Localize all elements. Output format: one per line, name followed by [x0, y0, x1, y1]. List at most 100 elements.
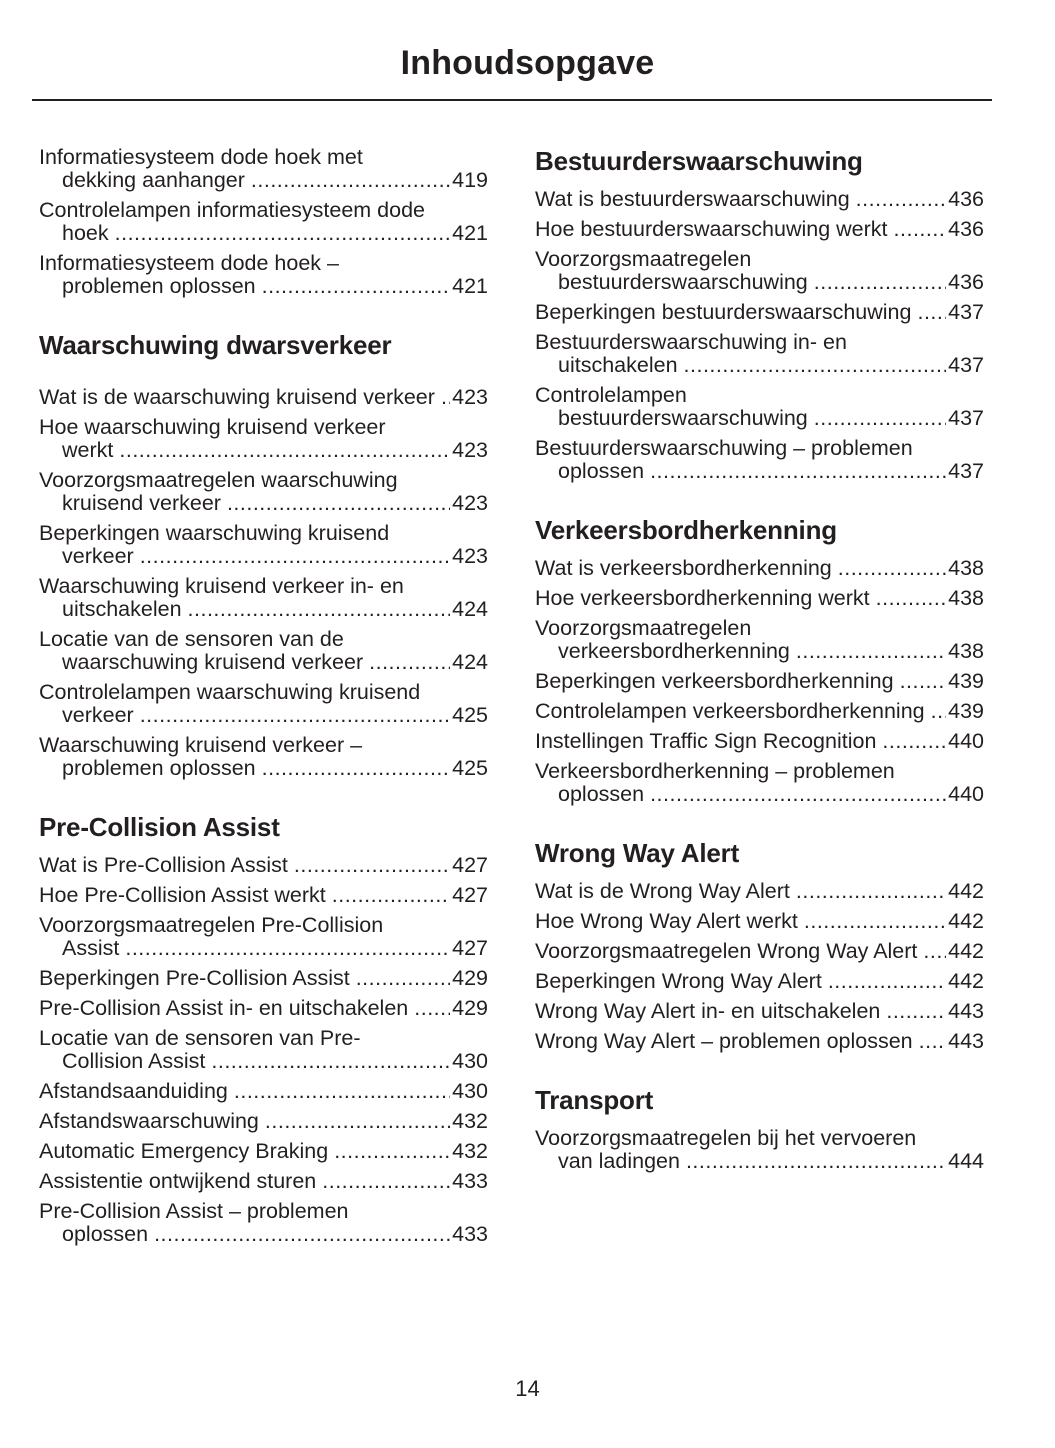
toc-entry[interactable]: Beperkingen bestuurderswaarschuwing 437 — [535, 301, 984, 324]
toc-entry[interactable]: Locatie van de sensoren van de waarschuw… — [39, 628, 488, 674]
toc-entry[interactable]: Beperkingen Wrong Way Alert 442 — [535, 970, 984, 993]
toc-entry-title: Bestuurderswaarschuwing in- en uitschake… — [535, 331, 847, 377]
toc-entry-page: 443 — [946, 1030, 984, 1053]
toc-entry-title: Wat is de Wrong Way Alert — [535, 880, 790, 903]
toc-entry-title: Voorzorgsmaatregelen Pre-Collision Assis… — [39, 914, 383, 960]
toc-entry[interactable]: Wat is verkeersbordherkenning 438 — [535, 557, 984, 580]
toc-entry[interactable]: Wat is Pre-Collision Assist 427 — [39, 854, 488, 877]
toc-entry-title: Hoe Pre-Collision Assist werkt — [39, 884, 326, 907]
toc-entry[interactable]: Voorzorgsmaatregelen verkeersbordherkenn… — [535, 617, 984, 663]
toc-entry-page: 437 — [946, 353, 984, 377]
toc-entry[interactable]: Waarschuwing kruisend verkeer – probleme… — [39, 734, 488, 780]
toc-entry[interactable]: Hoe Pre-Collision Assist werkt 427 — [39, 884, 488, 907]
toc-entry-title: Wat is verkeersbordherkenning — [535, 557, 832, 580]
toc-entry[interactable]: Hoe bestuurderswaarschuwing werkt 436 — [535, 218, 984, 241]
toc-entry[interactable]: Afstandsaanduiding 430 — [39, 1080, 488, 1103]
toc-entry[interactable]: Voorzorgsmaatregelen waarschuwing kruise… — [39, 469, 488, 515]
toc-entry-page: 432 — [450, 1140, 488, 1163]
toc-entry-title: Locatie van de sensoren van Pre-Collisio… — [39, 1027, 361, 1073]
toc-entry-page: 439 — [946, 700, 984, 723]
toc-entry-title: Voorzorgsmaatregelen bij het vervoeren v… — [535, 1127, 916, 1173]
toc-entry[interactable]: Voorzorgsmaatregelen bij het vervoeren v… — [535, 1127, 984, 1173]
right-column: Bestuurderswaarschuwing Wat is bestuurde… — [535, 144, 984, 1180]
toc-entry-page: 442 — [946, 880, 984, 903]
toc-entry[interactable]: Hoe verkeersbordherkenning werkt 438 — [535, 587, 984, 610]
toc-entry-title: Voorzorgsmaatregelen waarschuwing kruise… — [39, 469, 398, 515]
toc-entry-page: 423 — [450, 438, 488, 462]
toc-entry-page: 430 — [450, 1080, 488, 1103]
toc-entry-page: 442 — [946, 970, 984, 993]
toc-entry-title: Afstandswaarschuwing — [39, 1110, 259, 1133]
toc-entry[interactable]: Locatie van de sensoren van Pre-Collisio… — [39, 1027, 488, 1073]
toc-entry[interactable]: Controlelampen bestuurderswaarschuwing 43… — [535, 384, 984, 430]
toc-entry[interactable]: Controlelampen waarschuwing kruisend ver… — [39, 681, 488, 727]
toc-entry[interactable]: Hoe waarschuwing kruisend verkeer werkt 4… — [39, 416, 488, 462]
toc-entry-page: 437 — [946, 459, 984, 483]
toc-entry[interactable]: Bestuurderswaarschuwing – problemen oplo… — [535, 437, 984, 483]
toc-entry-page: 419 — [450, 168, 488, 192]
toc-entry-page: 433 — [450, 1222, 488, 1246]
section-heading: Verkeersbordherkenning — [535, 515, 837, 545]
toc-entry-page: 439 — [946, 670, 984, 693]
toc-entry-title: Controlelampen verkeersbordherkenning — [535, 700, 925, 723]
toc-entry-title: Verkeersbordherkenning – problemen oplos… — [535, 760, 895, 806]
section-heading: Wrong Way Alert — [535, 838, 740, 868]
toc-entry[interactable]: Pre-Collision Assist – problemen oplosse… — [39, 1200, 488, 1246]
toc-entry[interactable]: Hoe Wrong Way Alert werkt 442 — [535, 910, 984, 933]
toc-entry-page: 430 — [450, 1049, 488, 1073]
toc-entry-title: Wrong Way Alert in- en uitschakelen — [535, 1000, 880, 1023]
toc-entry[interactable]: Bestuurderswaarschuwing in- en uitschake… — [535, 331, 984, 377]
toc-entry-title: Controlelampen waarschuwing kruisend ver… — [39, 681, 420, 727]
section-list: Wat is Pre-Collision Assist427 Hoe Pre-Co… — [39, 854, 488, 1246]
toc-entry[interactable]: Voorzorgsmaatregelen Wrong Way Alert 442 — [535, 940, 984, 963]
toc-entry-title: Waarschuwing kruisend verkeer – probleme… — [39, 734, 362, 780]
toc-entry-title: Beperkingen Wrong Way Alert — [535, 970, 822, 993]
toc-entry[interactable]: Waarschuwing kruisend verkeer in- en uit… — [39, 575, 488, 621]
toc-entry-page: 436 — [946, 218, 984, 241]
toc-entry[interactable]: Controlelampen informatiesysteem dode ho… — [39, 199, 488, 245]
section-list: Wat is de Wrong Way Alert 442 Hoe Wrong Wa… — [535, 880, 984, 1053]
toc-entry[interactable]: Informatiesysteem dode hoek – problemen … — [39, 252, 488, 298]
toc-entry-page: 424 — [450, 597, 488, 621]
toc-entry-title: Hoe verkeersbordherkenning werkt — [535, 587, 870, 610]
toc-entry[interactable]: Pre-Collision Assist in- en uitschakelen… — [39, 997, 488, 1020]
toc-entry-title: Voorzorgsmaatregelen Wrong Way Alert — [535, 940, 917, 963]
toc-entry-page: 437 — [946, 301, 984, 324]
section-heading: Bestuurderswaarschuwing — [535, 146, 863, 176]
toc-entry-page: 437 — [946, 406, 984, 430]
toc-entry[interactable]: Verkeersbordherkenning – problemen oplos… — [535, 760, 984, 806]
toc-entry-page: 423 — [450, 491, 488, 515]
toc-entry-page: 425 — [450, 756, 488, 780]
toc-entry[interactable]: Beperkingen verkeersbordherkenning 439 — [535, 670, 984, 693]
toc-entry[interactable]: Wrong Way Alert – problemen oplossen 443 — [535, 1030, 984, 1053]
toc-entry-page: 427 — [450, 884, 488, 907]
toc-entry[interactable]: Beperkingen Pre-Collision Assist 429 — [39, 967, 488, 990]
toc-entry-title: Wat is de waarschuwing kruisend verkeer — [39, 386, 435, 409]
toc-entry[interactable]: Wat is bestuurderswaarschuwing 436 — [535, 188, 984, 211]
toc-entry[interactable]: Voorzorgsmaatregelen Pre-Collision Assis… — [39, 914, 488, 960]
toc-entry[interactable]: Wrong Way Alert in- en uitschakelen 443 — [535, 1000, 984, 1023]
toc-entry[interactable]: Afstandswaarschuwing 432 — [39, 1110, 488, 1133]
toc-entry[interactable]: Voorzorgsmaatregelen bestuurderswaarschu… — [535, 248, 984, 294]
toc-entry[interactable]: Beperkingen waarschuwing kruisend verkee… — [39, 522, 488, 568]
toc-entry-title: Beperkingen verkeersbordherkenning — [535, 670, 894, 693]
toc-entry[interactable]: Automatic Emergency Braking 432 — [39, 1140, 488, 1163]
toc-entry[interactable]: Controlelampen verkeersbordherkenning 439 — [535, 700, 984, 723]
section-heading: Pre-Collision Assist — [39, 812, 280, 842]
toc-entry-title: Automatic Emergency Braking — [39, 1140, 328, 1163]
toc-entry[interactable]: Wat is de Wrong Way Alert 442 — [535, 880, 984, 903]
section-heading: Waarschuwing dwarsverkeer — [39, 330, 392, 360]
toc-entry[interactable]: Wat is de waarschuwing kruisend verkeer 4… — [39, 386, 488, 409]
toc-entry-title: Hoe waarschuwing kruisend verkeer werkt — [39, 416, 386, 462]
toc-entry[interactable]: Assistentie ontwijkend sturen 433 — [39, 1170, 488, 1193]
toc-entry-title: Voorzorgsmaatregelen bestuurderswaarschu… — [535, 248, 808, 294]
toc-entry-page: 438 — [946, 587, 984, 610]
toc-entry-title: Waarschuwing kruisend verkeer in- en uit… — [39, 575, 404, 621]
toc-entry[interactable]: Instellingen Traffic Sign Recognition 440 — [535, 730, 984, 753]
toc-entry-title: Beperkingen Pre-Collision Assist — [39, 967, 350, 990]
toc-entry-title: Beperkingen bestuurderswaarschuwing — [535, 301, 911, 324]
toc-entry-title: Pre-Collision Assist in- en uitschakelen — [39, 997, 408, 1020]
toc-entry[interactable]: Informatiesysteem dode hoek met dekking … — [39, 146, 488, 192]
toc-entry-page: 427 — [450, 936, 488, 960]
intro-list: Informatiesysteem dode hoek met dekking … — [39, 146, 488, 298]
